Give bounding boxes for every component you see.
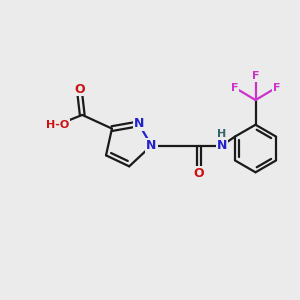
Text: N: N xyxy=(134,117,144,130)
Text: F: F xyxy=(231,82,238,93)
Text: O: O xyxy=(74,82,85,96)
Text: H: H xyxy=(217,129,226,139)
Text: H-O: H-O xyxy=(46,120,70,130)
Text: O: O xyxy=(194,167,204,180)
Text: N: N xyxy=(146,139,157,152)
Text: F: F xyxy=(252,71,259,81)
Text: F: F xyxy=(273,82,280,93)
Text: N: N xyxy=(217,139,227,152)
